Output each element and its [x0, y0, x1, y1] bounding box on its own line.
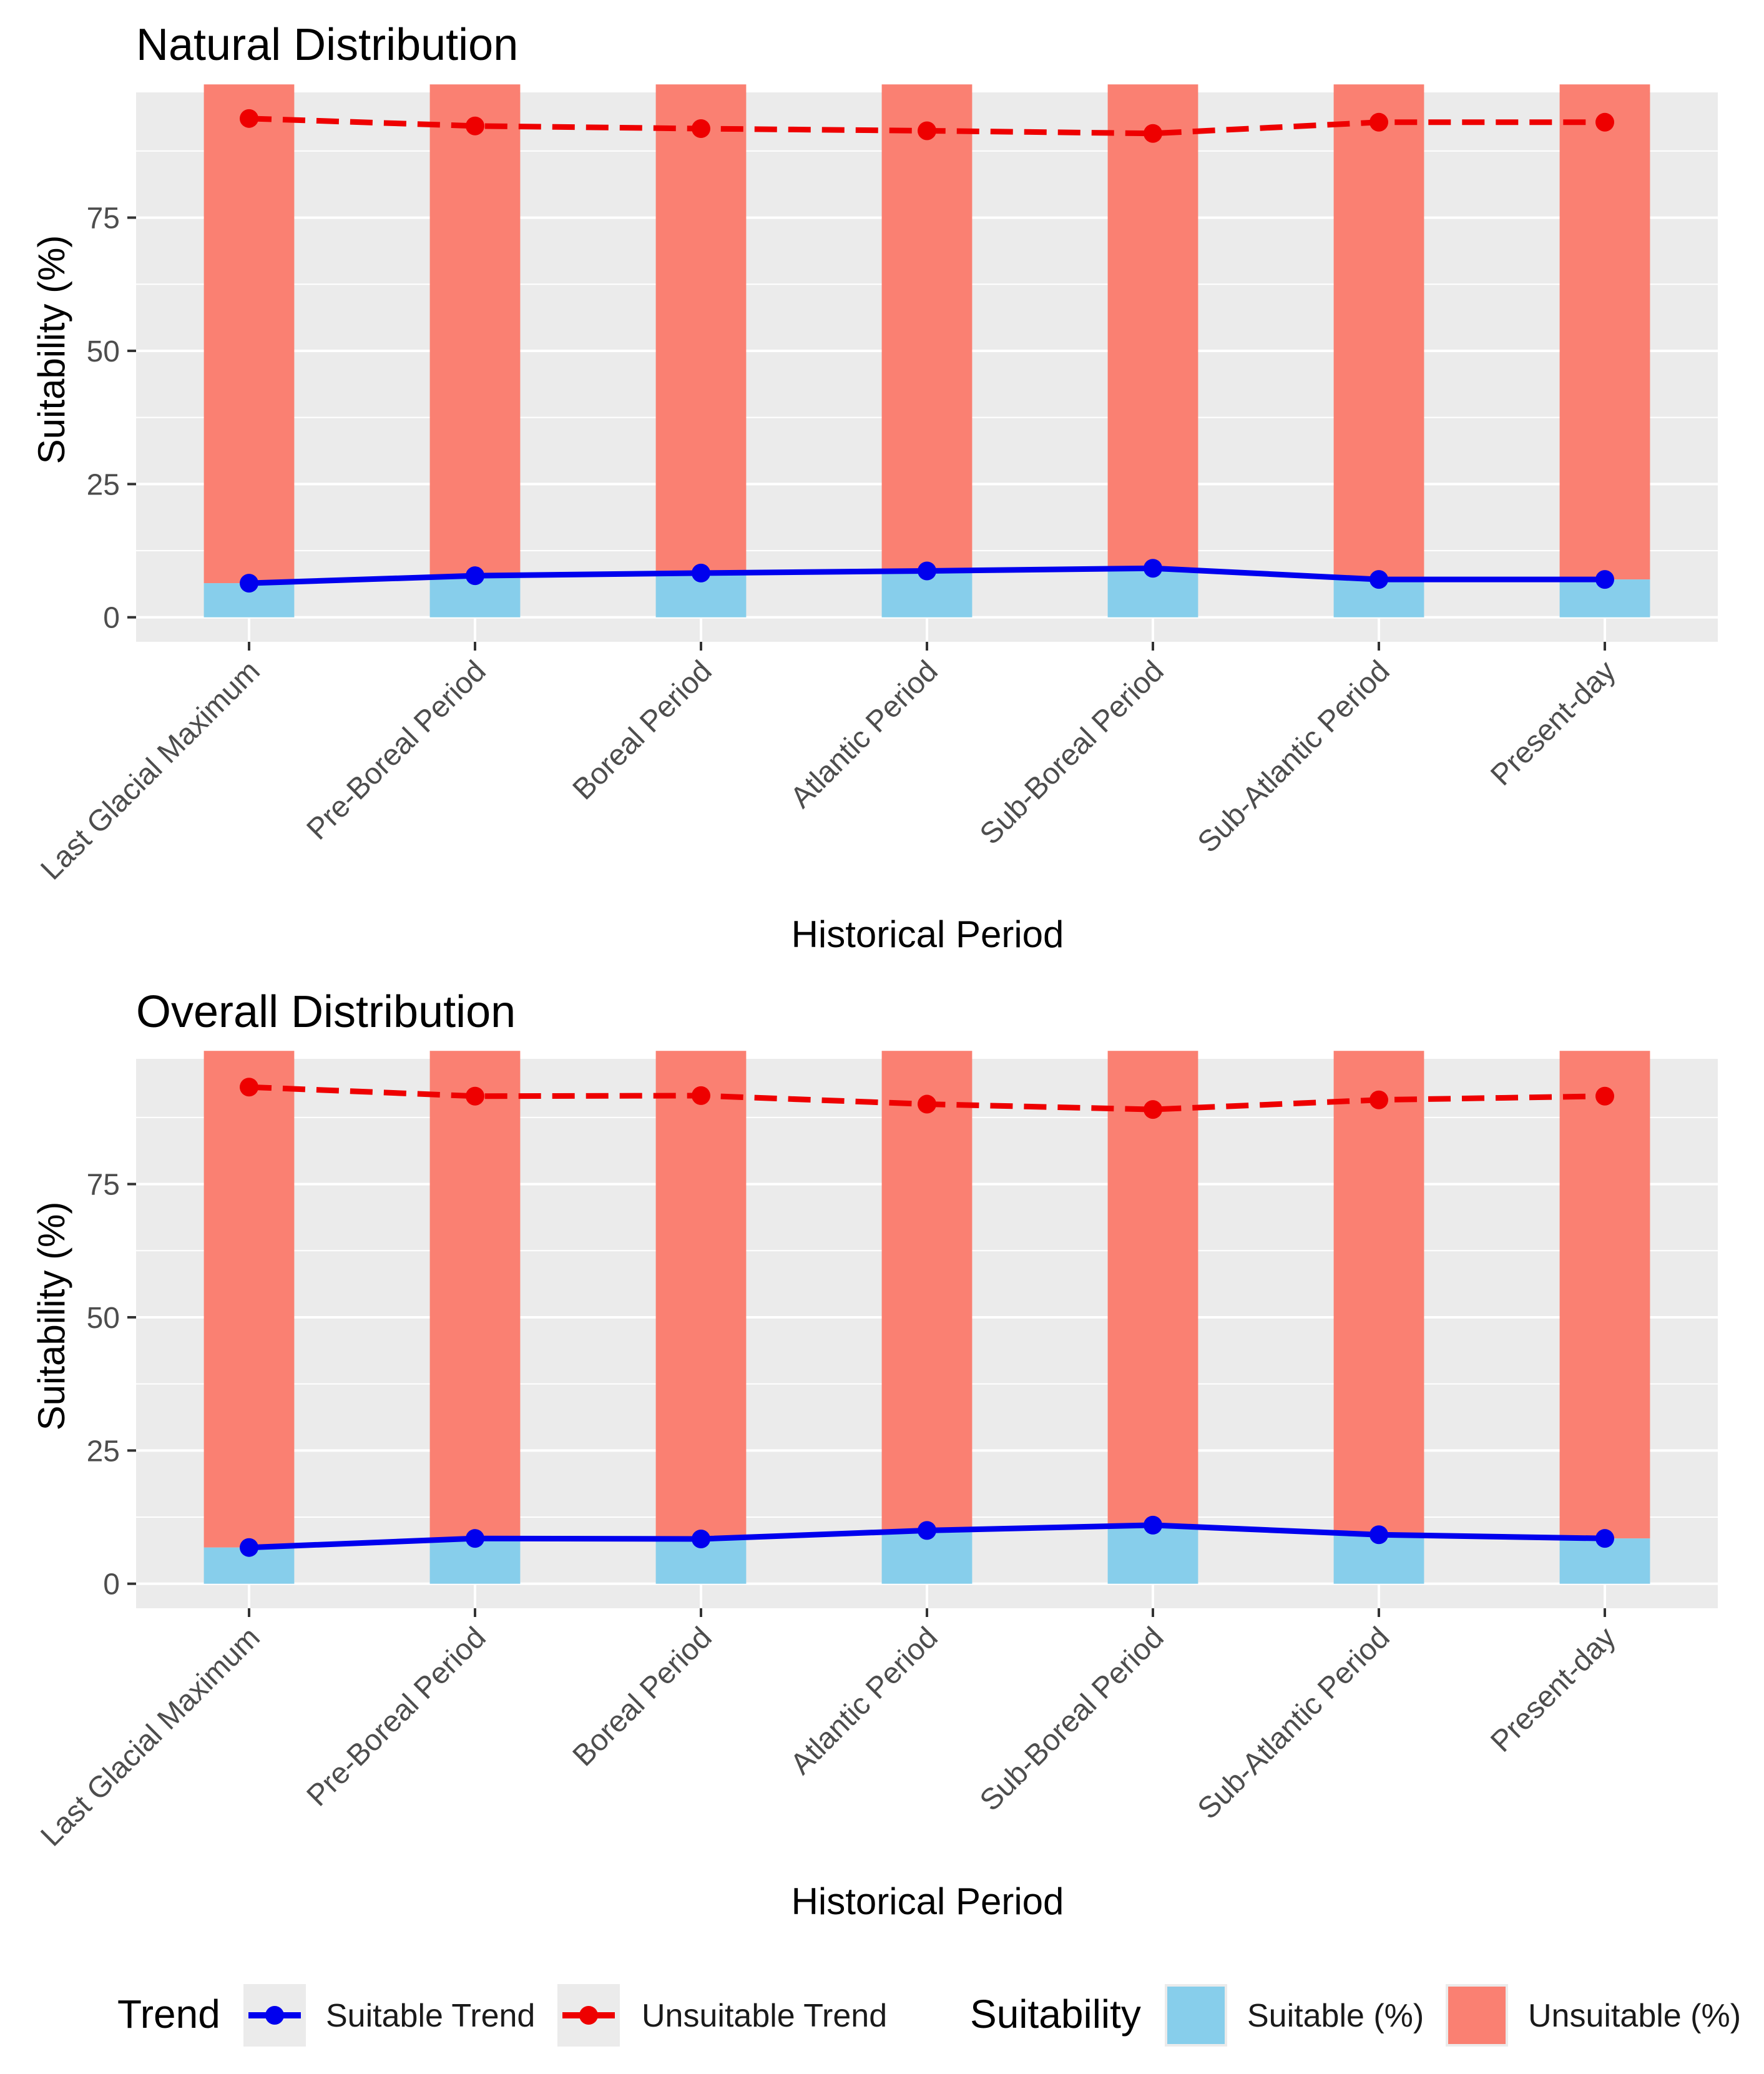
suitable-trend-point [466, 566, 484, 586]
x-tick-label: Present-day [1484, 654, 1622, 792]
legend-key-unsuitable-trend [557, 1984, 620, 2047]
legend-swatch-suitable [1167, 1987, 1225, 2044]
x-tick-label: Last Glacial Maximum [34, 654, 266, 886]
bar-unsuitable [1559, 84, 1650, 580]
chart-title: Overall Distribution [136, 987, 516, 1037]
y-tick-label: 75 [87, 202, 120, 235]
x-tick-label: Last Glacial Maximum [34, 1621, 266, 1852]
bar-unsuitable [1107, 84, 1198, 569]
bar-unsuitable [429, 1051, 521, 1539]
unsuitable-trend-point [918, 1094, 936, 1114]
legend-label-suitable-trend: Suitable Trend [326, 1998, 535, 2034]
unsuitable-trend-point [240, 1078, 258, 1097]
legend-key-unsuitable [1446, 1984, 1508, 2047]
suitable-trend-point [918, 561, 936, 581]
suitable-trend-point [466, 1529, 484, 1548]
unsuitable-trend-point [1370, 1090, 1388, 1109]
chart-title: Natural Distribution [136, 20, 518, 70]
bar-unsuitable [203, 1051, 295, 1548]
bar-unsuitable [1559, 1051, 1650, 1539]
unsuitable-trend-point [692, 1086, 710, 1105]
legend: Trend Suitable Trend Unsuitable Trend Su… [117, 1984, 1741, 2047]
unsuitable-trend-point [1595, 1086, 1614, 1106]
trend-lines [240, 1078, 1614, 1557]
unsuitable-trend-point [466, 1086, 484, 1106]
suitable-trend-point [240, 574, 258, 593]
y-tick-label: 0 [103, 602, 120, 635]
unsuitable-trend-point [918, 121, 936, 140]
bar-unsuitable [1333, 1051, 1424, 1535]
legend-swatch-unsuitable [1448, 1987, 1506, 2044]
overall-distribution-chart: Overall Distribution 0 25 50 75 Last Glacial… [31, 987, 1718, 1922]
x-tick-label: Pre-Boreal Period [301, 654, 492, 846]
legend-label-unsuitable: Unsuitable (%) [1528, 1998, 1741, 2034]
bar-unsuitable [655, 1051, 747, 1540]
suitable-trend-point [692, 1530, 710, 1549]
legend-label-suitable: Suitable (%) [1247, 1998, 1424, 2034]
x-tick-label: Sub-Boreal Period [974, 1621, 1170, 1817]
legend-point [579, 2006, 598, 2025]
unsuitable-trend-point [692, 119, 710, 139]
y-tick-label: 25 [87, 468, 120, 501]
y-tick-label: 50 [87, 335, 120, 368]
unsuitable-trend-point [1370, 112, 1388, 132]
x-tick-label: Boreal Period [567, 654, 718, 806]
suitable-trend-point [1370, 1525, 1388, 1545]
y-tick-label: 50 [87, 1302, 120, 1335]
bar-unsuitable [655, 84, 747, 573]
unsuitable-trend-point [1144, 124, 1162, 143]
legend-point [265, 2006, 284, 2025]
y-tick-label: 75 [87, 1169, 120, 1202]
x-tick-label: Pre-Boreal Period [301, 1621, 492, 1812]
y-axis-title: Suitability (%) [31, 1202, 72, 1431]
suitable-trend-point [1595, 570, 1614, 589]
bar-unsuitable [1333, 84, 1424, 580]
x-tick-label: Sub-Boreal Period [974, 654, 1170, 851]
legend-label-unsuitable-trend: Unsuitable Trend [642, 1998, 887, 2034]
bar-unsuitable [203, 84, 295, 584]
bar-unsuitable [881, 84, 973, 571]
suitable-trend-point [1144, 1515, 1162, 1535]
bar-unsuitable [1107, 1051, 1198, 1525]
unsuitable-trend-point [466, 116, 484, 135]
x-tick-label: Present-day [1484, 1621, 1622, 1758]
bars [203, 84, 1650, 617]
trend-lines [240, 109, 1614, 593]
x-tick-label: Atlantic Period [784, 1621, 944, 1781]
bar-unsuitable [429, 84, 521, 576]
suitable-trend-point [240, 1538, 258, 1557]
unsuitable-trend-point [1144, 1100, 1162, 1119]
legend-key-suitable [1165, 1984, 1227, 2047]
unsuitable-trend-point [1595, 112, 1614, 132]
suitable-trend-point [1370, 570, 1388, 589]
x-tick-label: Sub-Atlantic Period [1192, 654, 1396, 859]
y-tick-label: 0 [103, 1568, 120, 1601]
unsuitable-trend-point [240, 109, 258, 128]
x-axis-title: Historical Period [791, 913, 1064, 955]
legend-title-suitability: Suitability [970, 1992, 1141, 2037]
natural-distribution-chart: Natural Distribution 0 25 50 75 Last Glacial… [31, 20, 1718, 955]
x-tick-label: Boreal Period [567, 1621, 718, 1772]
suitable-trend-point [918, 1521, 936, 1540]
bar-suitable [1107, 1525, 1198, 1584]
legend-key-suitable-trend [243, 1984, 306, 2047]
x-tick-label: Atlantic Period [784, 654, 944, 814]
suitable-trend-point [692, 563, 710, 582]
suitable-trend-point [1595, 1529, 1614, 1548]
x-tick-label: Sub-Atlantic Period [1192, 1621, 1396, 1826]
x-axis-title: Historical Period [791, 1880, 1064, 1922]
bar-unsuitable [881, 1051, 973, 1531]
suitable-trend-point [1144, 559, 1162, 578]
bars [203, 1051, 1650, 1584]
y-tick-label: 25 [87, 1435, 120, 1468]
legend-title-trend: Trend [117, 1992, 220, 2037]
y-axis-title: Suitability (%) [31, 235, 72, 464]
